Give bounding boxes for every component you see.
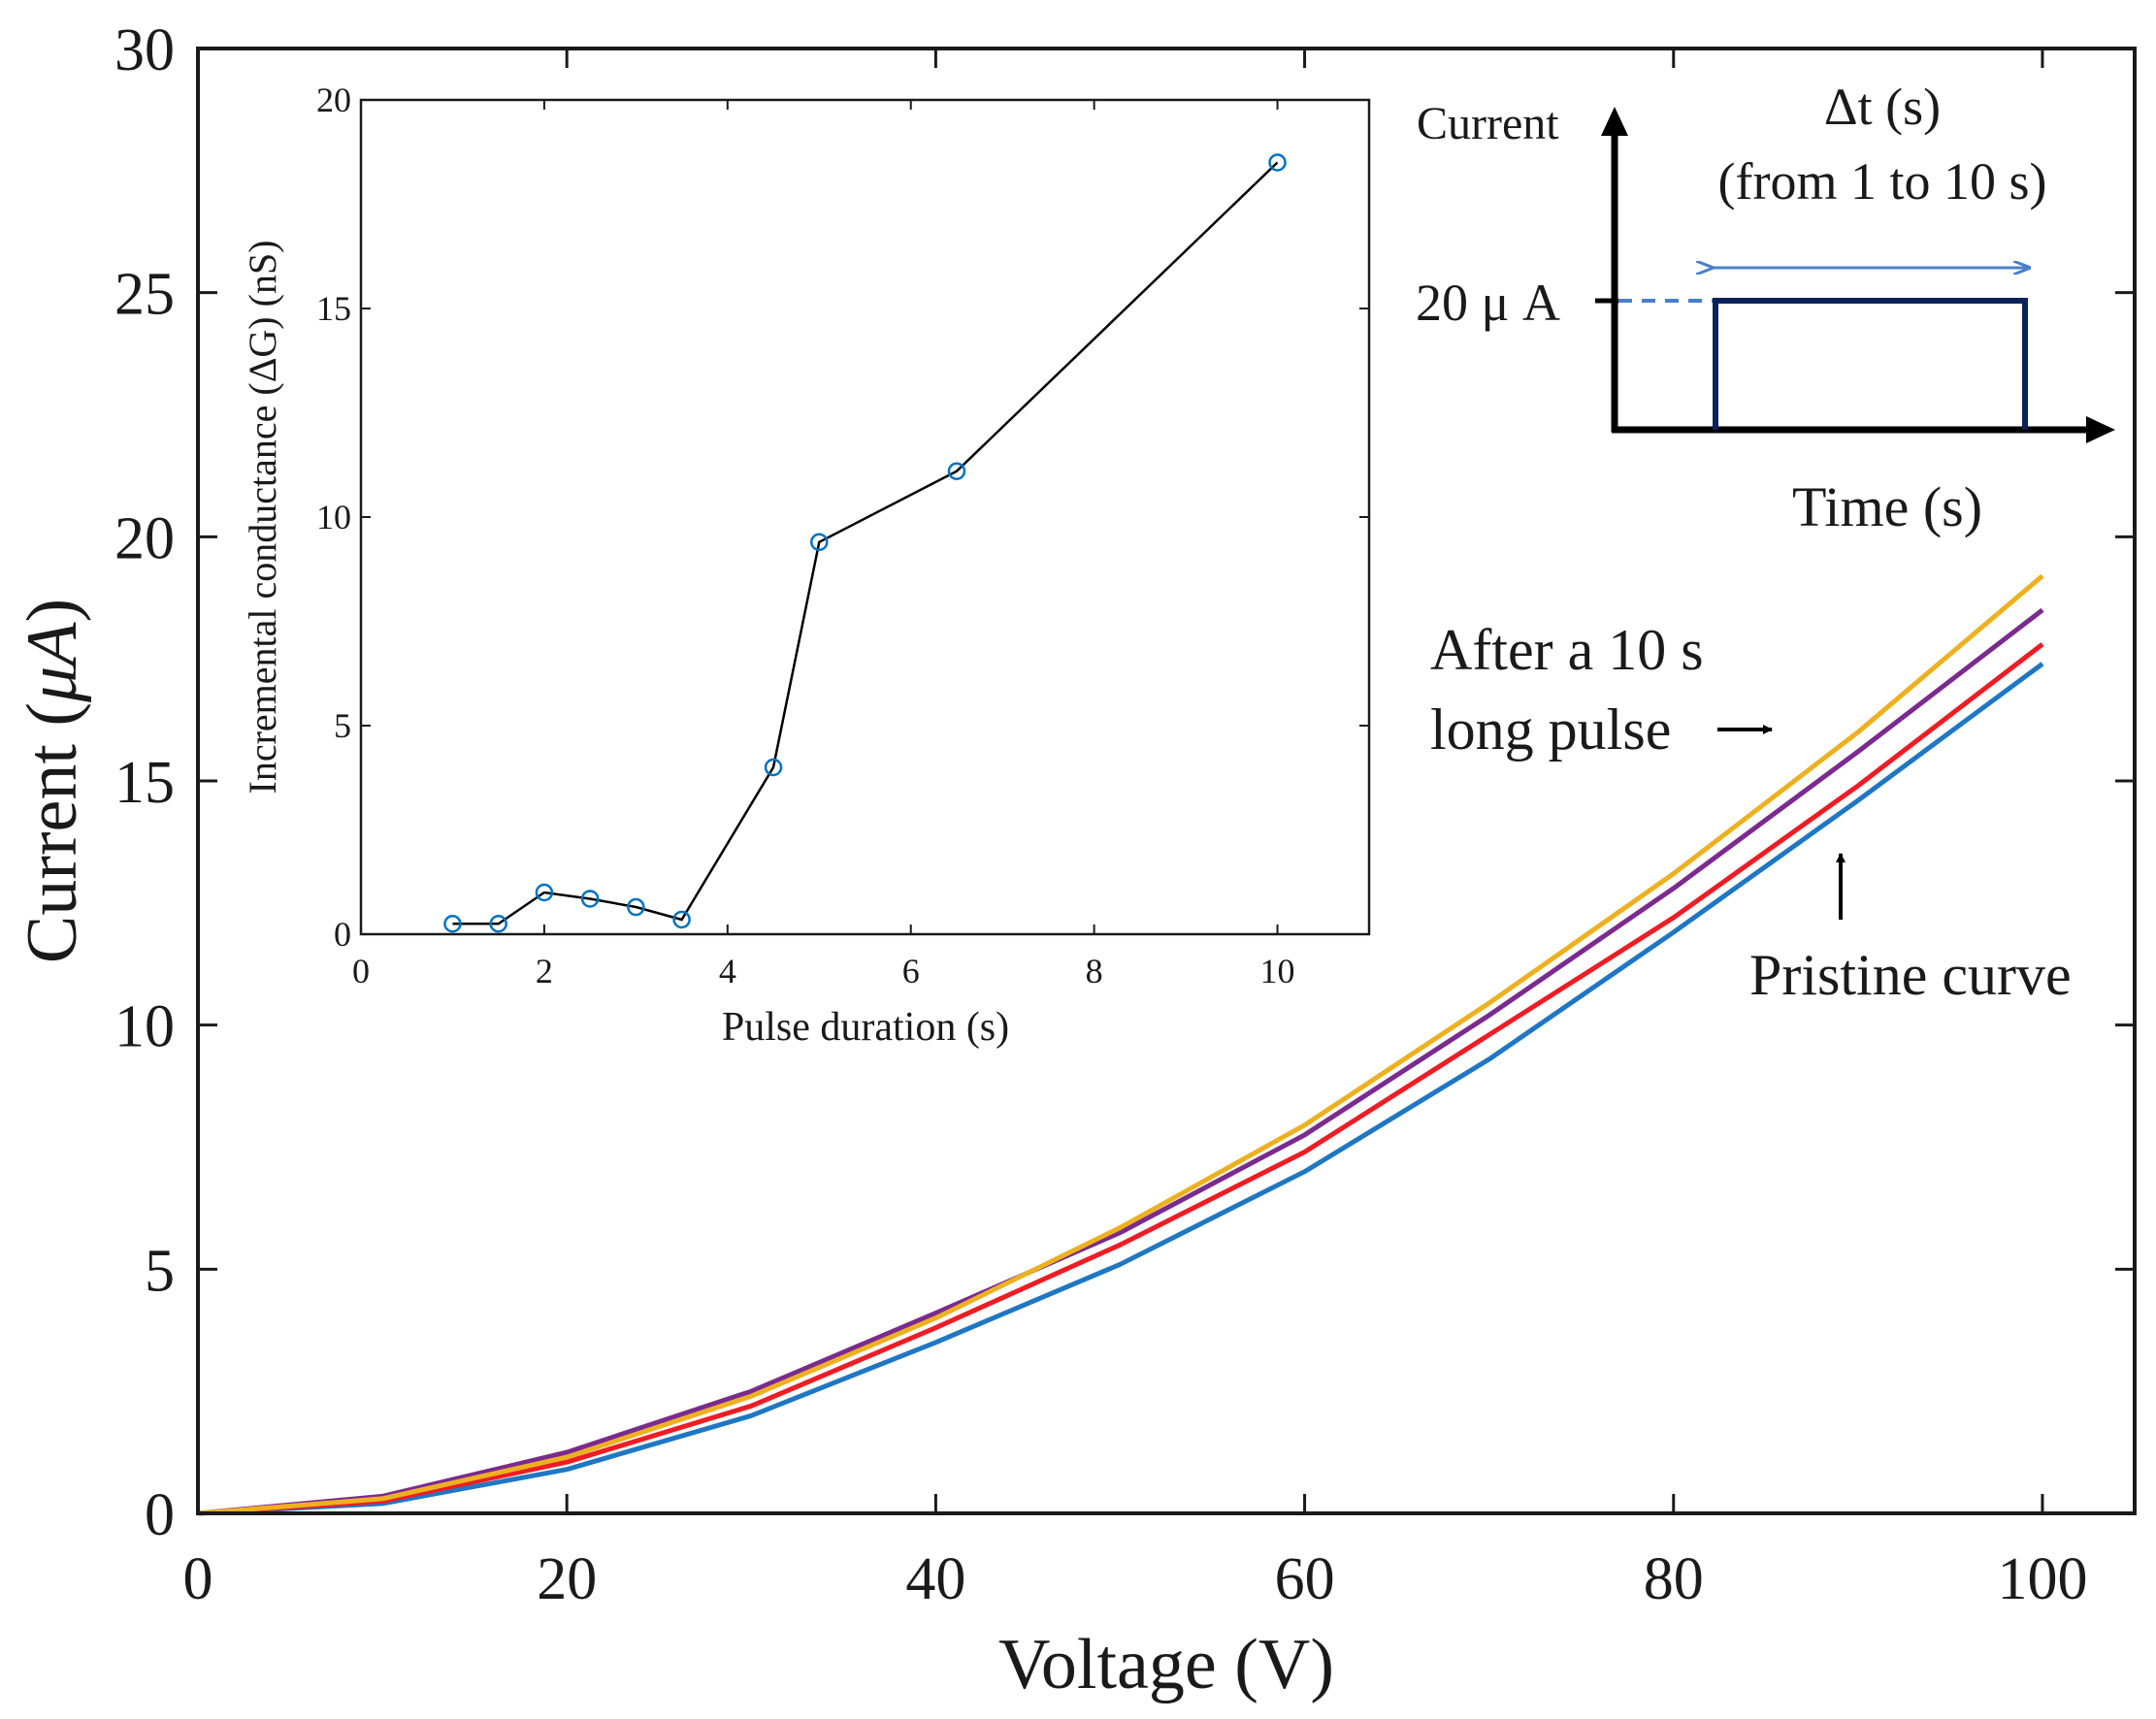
main-x-tick-label-2: 40 (905, 1546, 965, 1612)
inset-data-point-9 (1268, 153, 1287, 172)
main-x-tick-label-1: 20 (537, 1546, 597, 1612)
inset-data-point-0 (443, 915, 462, 933)
inset-x-tick-label-3: 6 (902, 952, 920, 990)
pulse-amplitude-label: 20 μ A (1416, 274, 1560, 332)
inset-y-tick-label-2: 10 (316, 498, 351, 536)
inset-data-point-3 (580, 890, 600, 908)
main-y-tick-label-2: 10 (114, 994, 175, 1060)
inset-y-tick-label-0: 0 (334, 915, 351, 954)
inset-data-point-6 (764, 758, 783, 777)
main-y-tick-label-0: 0 (145, 1482, 175, 1548)
inset-data-point-5 (672, 910, 691, 929)
pulse-x-axis-arrowhead (2086, 416, 2115, 443)
annotation-pristine: Pristine curve (1749, 943, 2072, 1007)
inset-y-axis-label: Incremental conductance (ΔG) (nS) (241, 240, 284, 794)
main-y-label-prefix: Current ( (13, 702, 92, 963)
main-y-label-suffix: ) (13, 599, 92, 623)
main-y-tick-label-3: 15 (114, 750, 175, 816)
main-y-tick-label-1: 5 (145, 1238, 175, 1304)
inset-y-tick-label-1: 5 (334, 706, 351, 745)
inset-x-tick-label-4: 8 (1086, 952, 1103, 990)
main-series-line-2 (197, 607, 2044, 1516)
inset-data-point-1 (489, 915, 507, 933)
inset-data-point-8 (947, 462, 966, 480)
inset-data-point-2 (535, 883, 554, 902)
inset-series-line (452, 161, 1279, 925)
main-y-tick-label-5: 25 (114, 262, 175, 328)
inset-chart: 0 2 4 6 8 10 0 5 10 15 20 Pulse duration (s) Incr… (241, 81, 1371, 1050)
main-x-axis-label: Voltage (V) (998, 1625, 1334, 1704)
main-y-tick-label-6: 30 (114, 17, 175, 83)
inset-x-tick-label-1: 2 (536, 952, 553, 990)
main-y-label-unit: μA (13, 622, 92, 703)
pulse-duration-label: Δt (s) (1824, 78, 1941, 136)
main-series-line-1 (197, 642, 2044, 1516)
main-x-tick-label-0: 0 (183, 1546, 213, 1612)
pulse-waveform (1713, 298, 2028, 430)
inset-data-point-4 (627, 897, 645, 917)
inset-y-ticks: 0 5 10 15 20 (316, 81, 1369, 954)
inset-y-tick-label-3: 15 (316, 289, 351, 328)
inset-x-tick-label-0: 0 (352, 952, 370, 990)
pulse-y-axis-label: Current (1417, 98, 1559, 149)
pulse-x-axis-label: Time (s) (1792, 475, 1982, 538)
inset-x-ticks: 0 2 4 6 8 10 (352, 100, 1295, 990)
main-x-tick-label-3: 60 (1275, 1546, 1335, 1612)
annotation-after-pulse-line1: After a 10 s (1430, 618, 1704, 682)
inset-x-tick-label-2: 4 (719, 952, 736, 990)
pulse-range-label: (from 1 to 10 s) (1718, 152, 2047, 211)
inset-x-tick-label-5: 10 (1260, 952, 1295, 990)
main-series-group (197, 573, 2044, 1516)
inset-y-tick-label-4: 20 (316, 81, 351, 119)
main-x-tick-label-5: 100 (1997, 1546, 2087, 1612)
inset-background (361, 100, 1369, 934)
main-series-line-0 (197, 662, 2044, 1516)
pulse-schematic: Current 20 μ A Δt (s) (from 1 to 10 s) T… (1416, 78, 2115, 538)
inset-x-axis-label: Pulse duration (s) (722, 1005, 1009, 1050)
inset-data-point-7 (810, 533, 829, 552)
main-x-tick-label-4: 80 (1644, 1546, 1704, 1612)
pulse-y-axis-arrowhead (1601, 107, 1628, 136)
annotation-after-pulse-line2: long pulse (1430, 697, 1671, 762)
main-x-ticks: 0 20 40 60 80 100 (183, 49, 2087, 1612)
main-y-tick-label-4: 20 (114, 505, 175, 571)
main-y-axis-label: Current (μA) (13, 599, 92, 963)
inset-series-group (443, 153, 1287, 933)
main-series-line-3 (197, 573, 2044, 1516)
